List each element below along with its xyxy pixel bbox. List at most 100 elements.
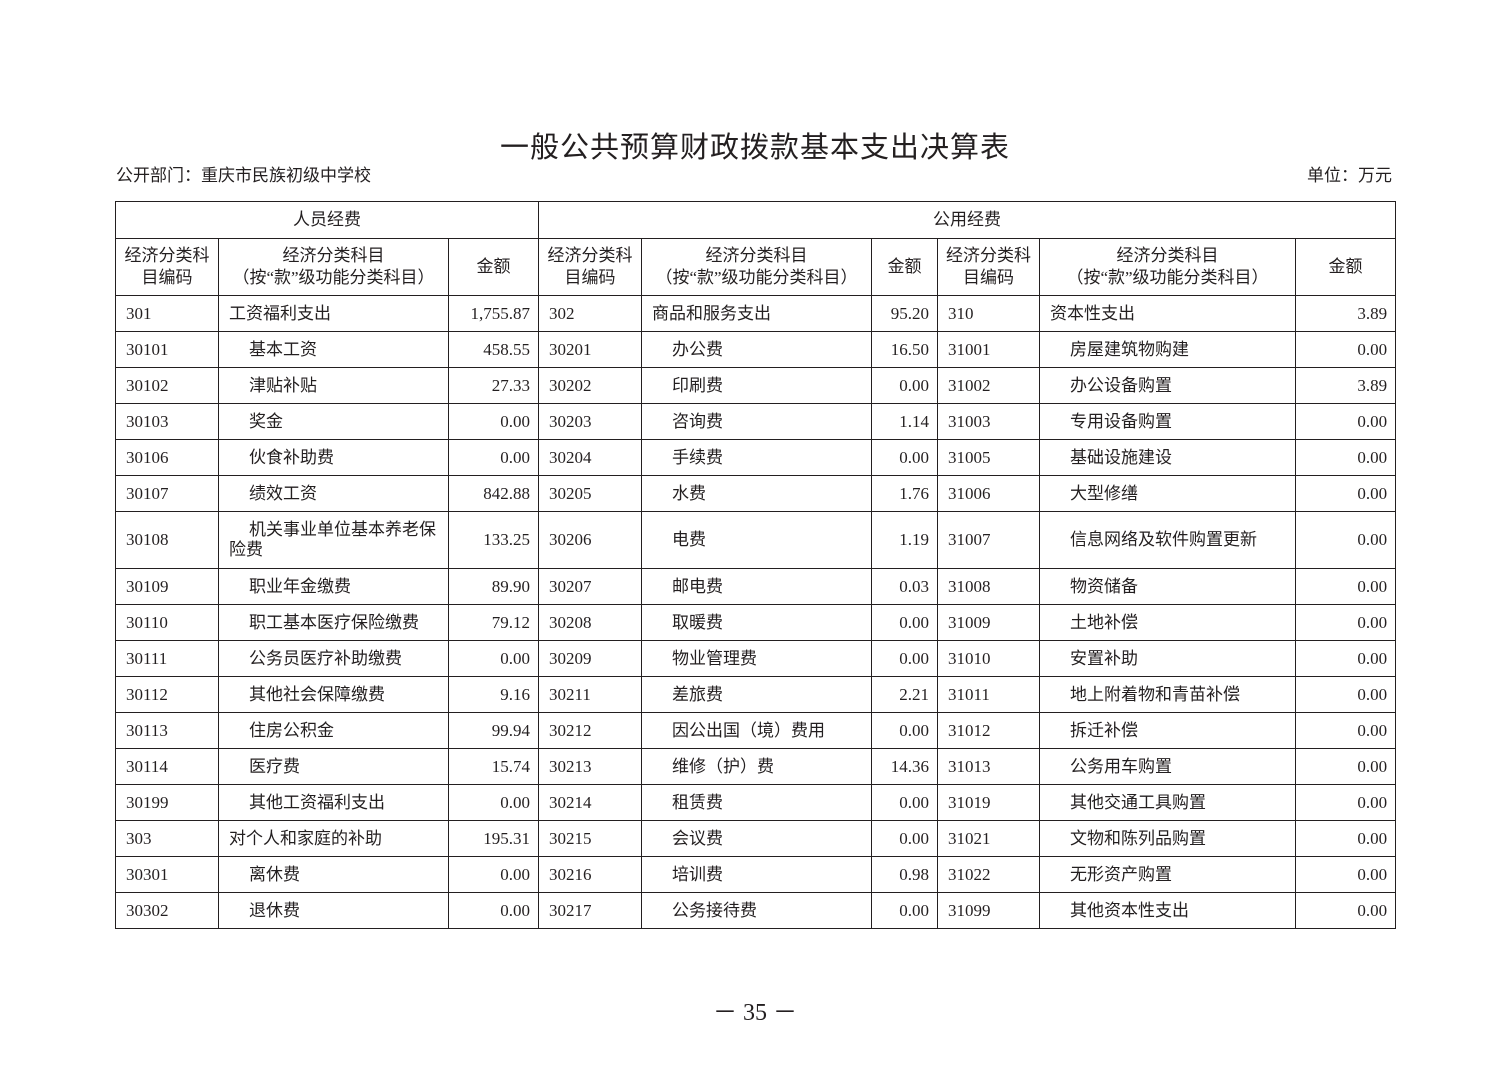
cell-code: 30208 — [538, 604, 643, 641]
column-header-name: 经济分类科目 （按“款”级功能分类科目） — [218, 238, 449, 296]
cell-amount: 0.00 — [871, 367, 939, 404]
cell-code: 30102 — [115, 367, 219, 404]
cell-name: 印刷费 — [641, 367, 873, 404]
cell-code: 31007 — [937, 511, 1041, 569]
cell-name: 退休费 — [218, 892, 449, 929]
cell-amount: 195.31 — [447, 820, 540, 857]
cell-code: 30113 — [115, 712, 219, 749]
cell-code: 30101 — [115, 331, 219, 368]
cell-code: 30216 — [538, 856, 643, 893]
cell-code: 30203 — [538, 403, 643, 440]
column-header-name: 经济分类科目 （按“款”级功能分类科目） — [1039, 238, 1297, 296]
cell-amount: 0.00 — [447, 640, 540, 677]
cell-amount: 1,755.87 — [447, 295, 540, 332]
cell-name: 大型修缮 — [1039, 475, 1297, 512]
cell-code: 30204 — [538, 439, 643, 476]
cell-code: 30209 — [538, 640, 643, 677]
cell-name: 商品和服务支出 — [641, 295, 873, 332]
cell-amount: 0.00 — [1295, 475, 1397, 512]
table-row: 30199 其他工资福利支出 0.00 30214 租赁费 0.00 31019 其他交通工具… — [115, 784, 1397, 821]
column-header-name: 经济分类科目 （按“款”级功能分类科目） — [641, 238, 873, 296]
cell-code: 30211 — [538, 676, 643, 713]
cell-amount: 0.00 — [1295, 892, 1397, 929]
cell-name: 专用设备购置 — [1039, 403, 1297, 440]
cell-amount: 0.00 — [871, 640, 939, 677]
cell-name: 资本性支出 — [1039, 295, 1297, 332]
cell-code: 301 — [115, 295, 219, 332]
cell-code: 31011 — [937, 676, 1041, 713]
cell-name: 无形资产购置 — [1039, 856, 1297, 893]
cell-name: 差旅费 — [641, 676, 873, 713]
table-row: 30102 津贴补贴 27.33 30202 印刷费 0.00 31002 办公设备购置 3.8… — [115, 367, 1397, 404]
page-number: － 35 － — [713, 1000, 797, 1026]
cell-name: 绩效工资 — [218, 475, 449, 512]
column-header-amount: 金额 — [447, 238, 540, 296]
cell-name: 医疗费 — [218, 748, 449, 785]
cell-name: 工资福利支出 — [218, 295, 449, 332]
table-row: 301 工资福利支出 1,755.87 302 商品和服务支出 95.20 310 资本性支出… — [115, 295, 1397, 332]
cell-amount: 0.00 — [1295, 820, 1397, 857]
cell-amount: 15.74 — [447, 748, 540, 785]
cell-amount: 0.00 — [447, 403, 540, 440]
cell-amount: 133.25 — [447, 511, 540, 569]
cell-amount: 0.00 — [1295, 331, 1397, 368]
cell-name: 职工基本医疗保险缴费 — [218, 604, 449, 641]
cell-name: 办公费 — [641, 331, 873, 368]
cell-code: 31008 — [937, 568, 1041, 605]
cell-name: 基础设施建设 — [1039, 439, 1297, 476]
table-row: 303 对个人和家庭的补助 195.31 30215 会议费 0.00 31021 文物和陈列… — [115, 820, 1397, 857]
cell-code: 30214 — [538, 784, 643, 821]
cell-code: 30110 — [115, 604, 219, 641]
cell-name: 咨询费 — [641, 403, 873, 440]
cell-name: 房屋建筑物购建 — [1039, 331, 1297, 368]
cell-amount: 0.00 — [871, 820, 939, 857]
cell-name: 基本工资 — [218, 331, 449, 368]
cell-amount: 0.00 — [1295, 511, 1397, 569]
group-header-public: 公用经费 — [538, 201, 1397, 239]
cell-name: 离休费 — [218, 856, 449, 893]
group-header-personnel: 人员经费 — [114, 201, 540, 239]
cell-amount: 1.76 — [871, 475, 939, 512]
table-row: 30114 医疗费 15.74 30213 维修（护）费 14.36 31013 公务用车购置… — [115, 748, 1397, 785]
cell-name: 伙食补助费 — [218, 439, 449, 476]
cell-amount: 95.20 — [871, 295, 939, 332]
cell-code: 30108 — [115, 511, 219, 569]
cell-code: 30199 — [115, 784, 219, 821]
cell-code: 31009 — [937, 604, 1041, 641]
cell-name: 住房公积金 — [218, 712, 449, 749]
cell-amount: 0.03 — [871, 568, 939, 605]
cell-amount: 0.00 — [447, 856, 540, 893]
table-row: 30113 住房公积金 99.94 30212 因公出国（境）费用 0.00 31012 拆迁… — [115, 712, 1397, 749]
cell-name: 公务接待费 — [641, 892, 873, 929]
cell-name: 安置补助 — [1039, 640, 1297, 677]
table-row: 30301 离休费 0.00 30216 培训费 0.98 31022 无形资产购置 0.00 — [115, 856, 1397, 893]
cell-code: 30207 — [538, 568, 643, 605]
table-row: 30302 退休费 0.00 30217 公务接待费 0.00 31099 其他资本性支出 0.… — [115, 892, 1397, 929]
cell-name: 电费 — [641, 511, 873, 569]
column-header-code: 经济分类科目编码 — [115, 238, 219, 296]
cell-amount: 0.00 — [447, 784, 540, 821]
cell-name: 手续费 — [641, 439, 873, 476]
cell-name: 地上附着物和青苗补偿 — [1039, 676, 1297, 713]
cell-code: 30202 — [538, 367, 643, 404]
cell-amount: 3.89 — [1295, 367, 1397, 404]
table-row: 30103 奖金 0.00 30203 咨询费 1.14 31003 专用设备购置 0.00 — [115, 403, 1397, 440]
cell-name: 职业年金缴费 — [218, 568, 449, 605]
cell-code: 30114 — [115, 748, 219, 785]
column-header-code: 经济分类科目编码 — [937, 238, 1041, 296]
cell-name: 因公出国（境）费用 — [641, 712, 873, 749]
cell-code: 31001 — [937, 331, 1041, 368]
cell-amount: 27.33 — [447, 367, 540, 404]
cell-name: 物资储备 — [1039, 568, 1297, 605]
cell-code: 30212 — [538, 712, 643, 749]
cell-code: 30301 — [115, 856, 219, 893]
cell-code: 30205 — [538, 475, 643, 512]
cell-name: 水费 — [641, 475, 873, 512]
cell-code: 30109 — [115, 568, 219, 605]
cell-name: 其他资本性支出 — [1039, 892, 1297, 929]
cell-name: 物业管理费 — [641, 640, 873, 677]
cell-amount: 16.50 — [871, 331, 939, 368]
cell-code: 30215 — [538, 820, 643, 857]
cell-name: 办公设备购置 — [1039, 367, 1297, 404]
cell-name: 维修（护）费 — [641, 748, 873, 785]
